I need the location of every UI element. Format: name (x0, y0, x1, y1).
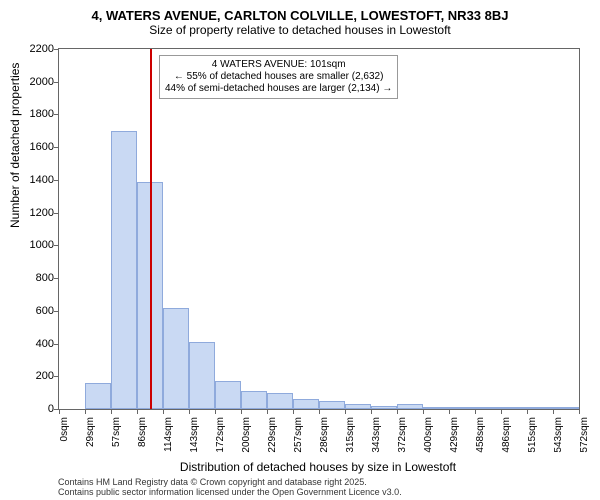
y-tick: 1400 (14, 174, 54, 186)
x-tick: 572sqm (579, 417, 590, 467)
histogram-bar (423, 407, 449, 409)
y-tick: 200 (14, 370, 54, 382)
y-tick: 2000 (14, 76, 54, 88)
y-tick: 1200 (14, 207, 54, 219)
y-tick: 1000 (14, 239, 54, 251)
chart-title: 4, WATERS AVENUE, CARLTON COLVILLE, LOWE… (0, 0, 600, 23)
histogram-bar (501, 407, 527, 409)
annotation-line2: ← 55% of detached houses are smaller (2,… (165, 71, 392, 83)
histogram-bar (345, 404, 371, 409)
histogram-bar (371, 406, 397, 409)
histogram-bar (189, 342, 215, 409)
histogram-bar (449, 407, 475, 409)
histogram-bar (527, 407, 553, 409)
histogram-bar (397, 404, 423, 409)
histogram-bar (319, 401, 345, 409)
histogram-bar (215, 381, 241, 409)
y-tick: 600 (14, 305, 54, 317)
x-axis-label: Distribution of detached houses by size … (58, 460, 578, 474)
annotation-box: 4 WATERS AVENUE: 101sqm← 55% of detached… (159, 55, 398, 99)
histogram-bar (267, 393, 293, 409)
y-tick: 1800 (14, 108, 54, 120)
annotation-line3: 44% of semi-detached houses are larger (… (165, 83, 392, 95)
histogram-bar (553, 407, 579, 409)
y-tick: 800 (14, 272, 54, 284)
y-tick: 0 (14, 403, 54, 415)
y-tick: 400 (14, 338, 54, 350)
chart-container: 4, WATERS AVENUE, CARLTON COLVILLE, LOWE… (0, 0, 600, 500)
histogram-bar (241, 391, 267, 409)
annotation-line1: 4 WATERS AVENUE: 101sqm (165, 59, 392, 71)
footer-line2: Contains public sector information licen… (58, 488, 402, 498)
y-tick: 1600 (14, 141, 54, 153)
histogram-bar (111, 131, 137, 409)
histogram-bar (85, 383, 111, 409)
footer-text: Contains HM Land Registry data © Crown c… (58, 478, 402, 498)
histogram-bar (475, 407, 501, 409)
chart-subtitle: Size of property relative to detached ho… (0, 23, 600, 41)
histogram-bar (163, 308, 189, 409)
plot-area: 0200400600800100012001400160018002000220… (58, 48, 580, 410)
y-tick: 2200 (14, 43, 54, 55)
histogram-bar (293, 399, 319, 409)
reference-line (150, 49, 152, 409)
